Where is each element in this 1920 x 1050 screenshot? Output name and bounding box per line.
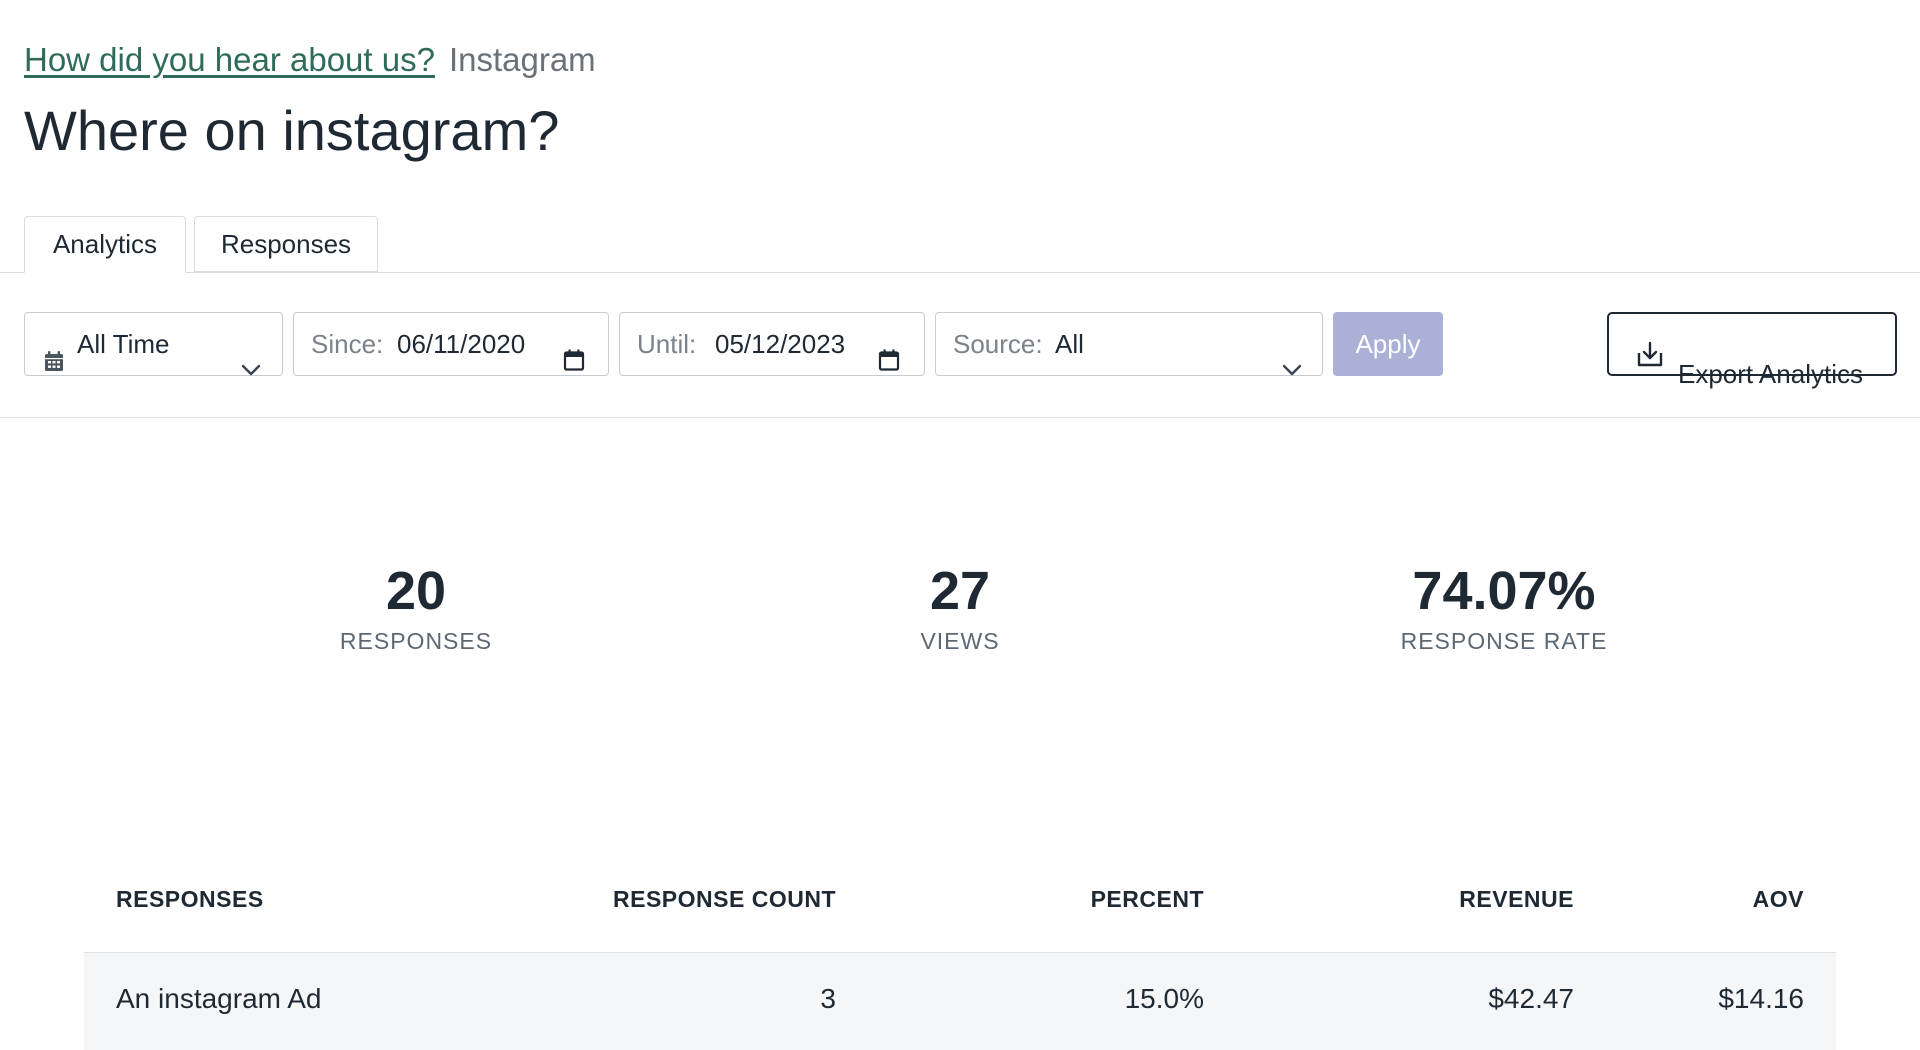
table-header: RESPONSES RESPONSE COUNT PERCENT REVENUE… xyxy=(84,872,1836,953)
responses-table: RESPONSES RESPONSE COUNT PERCENT REVENUE… xyxy=(84,872,1836,1050)
source-label: Source: xyxy=(953,329,1043,359)
source-select[interactable]: Source: All xyxy=(935,312,1323,376)
cell-response: An instagram Ad xyxy=(116,983,322,1014)
cell-revenue: $42.47 xyxy=(1488,983,1574,1014)
cell-aov: $14.16 xyxy=(1718,983,1804,1014)
column-header-percent[interactable]: PERCENT xyxy=(1090,886,1204,912)
filter-bar: All Time Since: 06/11/2020 Until: 05/12/… xyxy=(0,312,1920,389)
stat-label: RESPONSE RATE xyxy=(1400,628,1608,654)
column-header-aov[interactable]: AOV xyxy=(1752,886,1804,912)
until-label: Until: xyxy=(637,329,697,359)
tab-analytics[interactable]: Analytics xyxy=(24,216,186,273)
stat-label: RESPONSES xyxy=(339,628,493,654)
since-value: 06/11/2020 xyxy=(397,329,526,359)
stat-value: 74.07% xyxy=(1412,561,1596,621)
stat-value: 20 xyxy=(385,561,447,621)
calendar-outline-icon[interactable] xyxy=(877,332,901,394)
since-label: Since: xyxy=(311,329,384,359)
tab-responses[interactable]: Responses xyxy=(194,216,378,272)
column-header-revenue[interactable]: REVENUE xyxy=(1459,886,1574,912)
date-range-select[interactable]: All Time xyxy=(24,312,283,376)
cell-percent: 15.0% xyxy=(1124,983,1204,1014)
stat-response-rate: 74.07% RESPONSE RATE xyxy=(1304,556,1704,656)
since-date-input[interactable]: Since: 06/11/2020 xyxy=(293,312,609,376)
breadcrumb-parent-link[interactable]: How did you hear about us? xyxy=(24,41,435,78)
stat-label: VIEWS xyxy=(920,628,1000,654)
source-value: All xyxy=(1055,329,1084,359)
chevron-down-icon xyxy=(1282,337,1302,399)
tab-bar: Analytics Responses xyxy=(0,216,1920,273)
table-row[interactable]: An instagram Ad 3 15.0% $42.47 $14.16 xyxy=(84,953,1836,1050)
column-header-response-count[interactable]: RESPONSE COUNT xyxy=(613,886,836,912)
breadcrumb-current: Instagram xyxy=(448,41,596,78)
export-analytics-button[interactable]: Export Analytics xyxy=(1607,312,1897,389)
divider xyxy=(0,417,1920,418)
until-date-input[interactable]: Until: 05/12/2023 xyxy=(619,312,925,376)
breadcrumb: How did you hear about us? Instagram xyxy=(24,38,596,82)
download-icon xyxy=(1635,330,1665,390)
calendar-outline-icon[interactable] xyxy=(562,332,586,394)
stat-value: 27 xyxy=(929,561,991,621)
page-title: Where on instagram? xyxy=(24,99,560,162)
cell-response-count: 3 xyxy=(820,983,836,1014)
stat-views: 27 VIEWS xyxy=(760,556,1160,656)
until-value: 05/12/2023 xyxy=(715,329,846,359)
chevron-down-icon xyxy=(241,337,261,399)
date-range-value: All Time xyxy=(77,329,170,359)
export-analytics-label: Export Analytics xyxy=(1678,359,1863,389)
stat-responses: 20 RESPONSES xyxy=(216,556,616,656)
column-header-responses[interactable]: RESPONSES xyxy=(116,886,264,912)
apply-button[interactable]: Apply xyxy=(1333,312,1443,376)
calendar-icon xyxy=(42,333,66,395)
